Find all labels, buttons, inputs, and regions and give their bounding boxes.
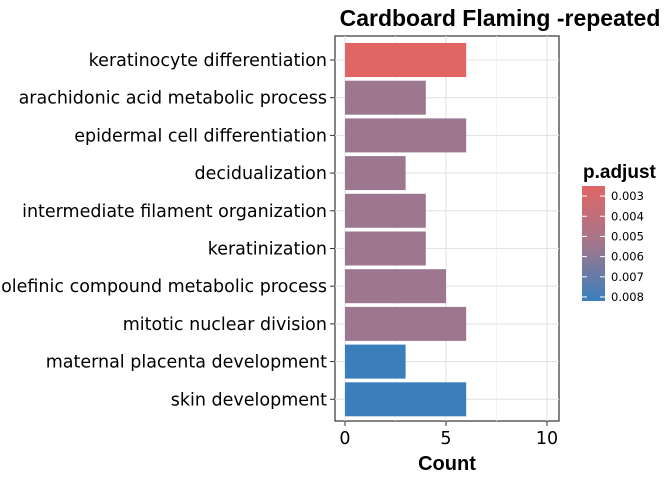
bar bbox=[345, 231, 426, 266]
legend-tick-label: 0.008 bbox=[611, 290, 644, 304]
category-label: keratinization bbox=[208, 240, 327, 260]
category-label: epidermal cell differentiation bbox=[74, 126, 327, 146]
bar bbox=[345, 382, 467, 417]
bars bbox=[345, 43, 467, 417]
x-axis-title: Count bbox=[418, 453, 476, 475]
x-tick-label: 0 bbox=[339, 429, 350, 449]
x-tick-label: 5 bbox=[440, 429, 451, 449]
bar bbox=[345, 344, 406, 379]
legend-tick-label: 0.003 bbox=[611, 189, 644, 203]
legend-tick-label: 0.005 bbox=[611, 229, 644, 243]
legend-ticks: 0.003 0.004 0.005 0.006 0.007 0.008 bbox=[582, 189, 644, 304]
bar bbox=[345, 269, 446, 304]
bar bbox=[345, 193, 426, 228]
category-label: maternal placenta development bbox=[46, 353, 327, 373]
category-label: intermediate filament organization bbox=[22, 202, 327, 222]
x-tick-label: 10 bbox=[536, 429, 558, 449]
legend-tick-label: 0.007 bbox=[611, 270, 644, 284]
category-label: skin development bbox=[171, 390, 327, 410]
bar bbox=[345, 118, 467, 153]
legend: p.adjust 0.003 0.004 0.005 0.006 0.007 0.008 bbox=[582, 162, 657, 304]
legend-tick-label: 0.004 bbox=[611, 209, 644, 223]
legend-colorbar bbox=[582, 186, 605, 301]
category-label: arachidonic acid metabolic process bbox=[19, 89, 327, 109]
category-labels: keratinocyte differentiation arachidonic … bbox=[1, 51, 335, 410]
legend-tick-label: 0.006 bbox=[611, 250, 644, 264]
category-label: keratinocyte differentiation bbox=[89, 51, 327, 71]
category-label: mitotic nuclear division bbox=[123, 315, 327, 335]
bar bbox=[345, 306, 467, 341]
bar bbox=[345, 156, 406, 191]
category-label: olefinic compound metabolic process bbox=[1, 277, 327, 297]
legend-title: p.adjust bbox=[583, 162, 657, 183]
bar bbox=[345, 80, 426, 115]
bar bbox=[345, 43, 467, 77]
chart-title: Cardboard Flaming -repeated bbox=[340, 5, 661, 31]
category-label: decidualization bbox=[195, 164, 327, 184]
x-axis-ticks: 0 5 10 bbox=[339, 421, 558, 449]
